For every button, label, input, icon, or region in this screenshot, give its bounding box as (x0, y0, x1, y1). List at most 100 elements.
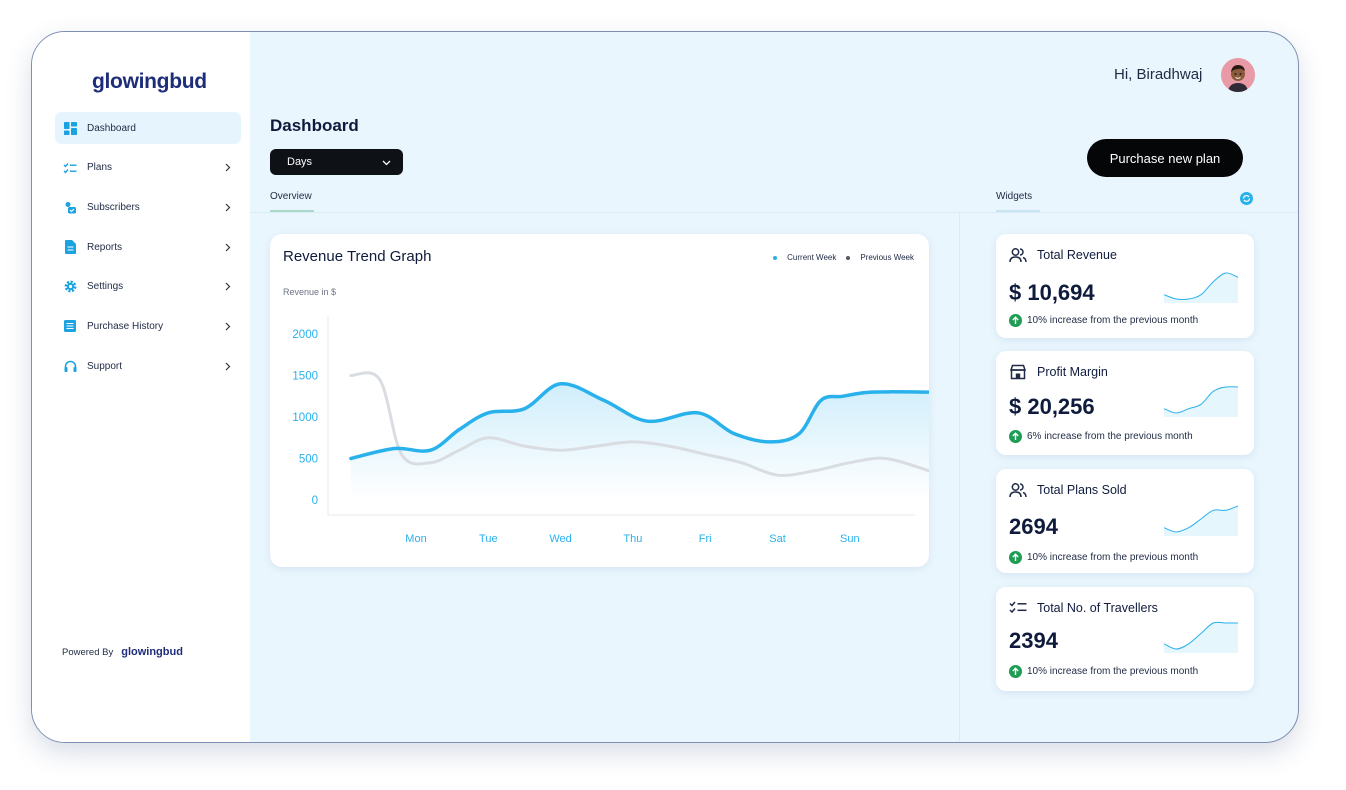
users-icon (1009, 247, 1027, 263)
widget-change-text: 10% increase from the previous month (1027, 666, 1199, 677)
sidebar-item-label: Reports (87, 241, 123, 253)
document-icon (63, 240, 77, 255)
y-tick-label: 1000 (292, 412, 318, 424)
sidebar-item-label: Subscribers (87, 201, 140, 213)
sparkline-area (1164, 272, 1238, 303)
widget-sparkline (1163, 621, 1238, 653)
period-select-value: Days (287, 156, 313, 168)
page-title: Dashboard (270, 116, 359, 135)
sparkline-area (1164, 506, 1238, 536)
widget-title: Total Plans Sold (1037, 483, 1127, 497)
refresh-icon[interactable] (1240, 192, 1253, 205)
list-icon (63, 319, 77, 333)
sparkline-area (1164, 386, 1238, 417)
revenue-chart-card: 0 500 1000 1500 2000 Mon Tue Wed Thu Fri Sat Sun Re… (270, 234, 929, 567)
widget-sparkline (1163, 505, 1239, 536)
widget-value: 2694 (1009, 514, 1058, 539)
period-select[interactable]: Days (270, 149, 403, 175)
sparkline-line (1163, 386, 1239, 414)
avatar[interactable] (1221, 58, 1255, 92)
x-tick-label: Sat (769, 533, 786, 545)
widget-value: $ 10,694 (1009, 280, 1095, 305)
tab-overview-indicator (270, 210, 314, 212)
sidebar-nav: Dashboard Plans Subscribers (55, 112, 241, 390)
widget-sparkline (1163, 272, 1239, 303)
sidebar-item-label: Purchase History (87, 320, 164, 332)
x-tick-label: Tue (479, 533, 498, 545)
arrow-up-icon (1009, 314, 1022, 327)
widget-title: Profit Margin (1037, 365, 1108, 379)
sidebar-item-settings[interactable]: Settings (55, 271, 241, 303)
revenue-chart: 0 500 1000 1500 2000 Mon Tue Wed Thu Fri Sat Sun (292, 316, 929, 545)
x-tick-label: Thu (623, 533, 642, 545)
sidebar-item-reports[interactable]: Reports (55, 231, 241, 263)
widget-change: 10% increase from the previous month (1009, 665, 1198, 678)
x-tick-label: Mon (405, 533, 426, 545)
legend-current-week-marker (773, 255, 778, 260)
legend-current-week: Current Week (787, 253, 837, 262)
x-tick-label: Wed (549, 533, 571, 545)
sidebar-item-label: Dashboard (87, 122, 136, 134)
chevron-right-icon (223, 282, 233, 292)
gear-icon (63, 280, 77, 294)
series-previous-week-line (349, 371, 929, 477)
widget-value: 2394 (1009, 628, 1058, 653)
tabs-divider (250, 212, 1298, 213)
app-window: glowingbud Dashboard Plans Subscriber (31, 31, 1299, 743)
powered-by-label: Powered By (62, 646, 114, 658)
subscriber-icon (63, 200, 77, 214)
headset-icon (63, 359, 77, 373)
panel-divider (959, 212, 960, 742)
sparkline-line (1163, 272, 1239, 301)
widget-change: 10% increase from the previous month (1009, 314, 1198, 327)
checklist-icon (63, 161, 77, 175)
arrow-up-icon (1009, 551, 1022, 564)
x-tick-label: Fri (699, 533, 712, 545)
y-tick-label: 500 (299, 454, 318, 466)
widget-change-text: 6% increase from the previous month (1027, 431, 1193, 442)
sparkline-line (1163, 505, 1239, 533)
widget-change-text: 10% increase from the previous month (1027, 315, 1199, 326)
chevron-right-icon (223, 202, 233, 212)
widget-title: Total Revenue (1037, 248, 1117, 262)
chevron-down-icon (382, 153, 391, 171)
sidebar-item-label: Plans (87, 162, 113, 174)
widget-total-plans-sold[interactable]: Total Plans Sold 2694 10% increase from … (996, 469, 1254, 573)
y-tick-label: 0 (312, 495, 318, 507)
powered-by-logo[interactable]: glowingbud (121, 646, 183, 658)
chevron-right-icon (223, 361, 233, 371)
widget-change-text: 10% increase from the previous month (1027, 552, 1199, 563)
checklist-icon (1009, 600, 1027, 616)
user-greeting: Hi, Biradhwaj (1114, 66, 1203, 83)
powered-by: Powered By glowingbud (62, 646, 183, 658)
sidebar: glowingbud Dashboard Plans Subscriber (32, 32, 250, 742)
widget-total-revenue[interactable]: Total Revenue $ 10,694 10% increase from… (996, 234, 1254, 338)
widget-profit-margin[interactable]: Profit Margin $ 20,256 6% increase from … (996, 351, 1254, 455)
sidebar-item-purchase-history[interactable]: Purchase History (55, 310, 241, 342)
sidebar-item-support[interactable]: Support (55, 350, 241, 382)
sidebar-item-subscribers[interactable]: Subscribers (55, 191, 241, 223)
series-current-week-line (349, 382, 929, 461)
brand-logo[interactable]: glowingbud (92, 70, 207, 93)
users-icon (1009, 482, 1027, 498)
widget-total-travellers[interactable]: Total No. of Travellers 2394 10% increas… (996, 587, 1254, 691)
arrow-up-icon (1009, 665, 1022, 678)
tab-widgets[interactable]: Widgets (996, 191, 1033, 202)
widget-title: Total No. of Travellers (1037, 601, 1158, 615)
purchase-new-plan-button[interactable]: Purchase new plan (1087, 139, 1243, 177)
chart-axis-label: Revenue in $ (283, 287, 337, 297)
chevron-right-icon (223, 163, 233, 173)
tab-widgets-indicator (996, 210, 1040, 212)
chevron-right-icon (223, 321, 233, 331)
widget-value: $ 20,256 (1009, 394, 1095, 419)
tab-overview[interactable]: Overview (270, 191, 312, 202)
sidebar-item-plans[interactable]: Plans (55, 152, 241, 184)
chevron-right-icon (223, 242, 233, 252)
widget-sparkline (1163, 386, 1239, 417)
sidebar-item-label: Settings (87, 281, 124, 293)
sidebar-item-dashboard[interactable]: Dashboard (55, 112, 241, 144)
widget-change: 6% increase from the previous month (1009, 430, 1193, 443)
x-tick-label: Sun (840, 533, 860, 545)
y-tick-label: 1500 (292, 371, 318, 383)
sparkline-area (1164, 622, 1238, 653)
